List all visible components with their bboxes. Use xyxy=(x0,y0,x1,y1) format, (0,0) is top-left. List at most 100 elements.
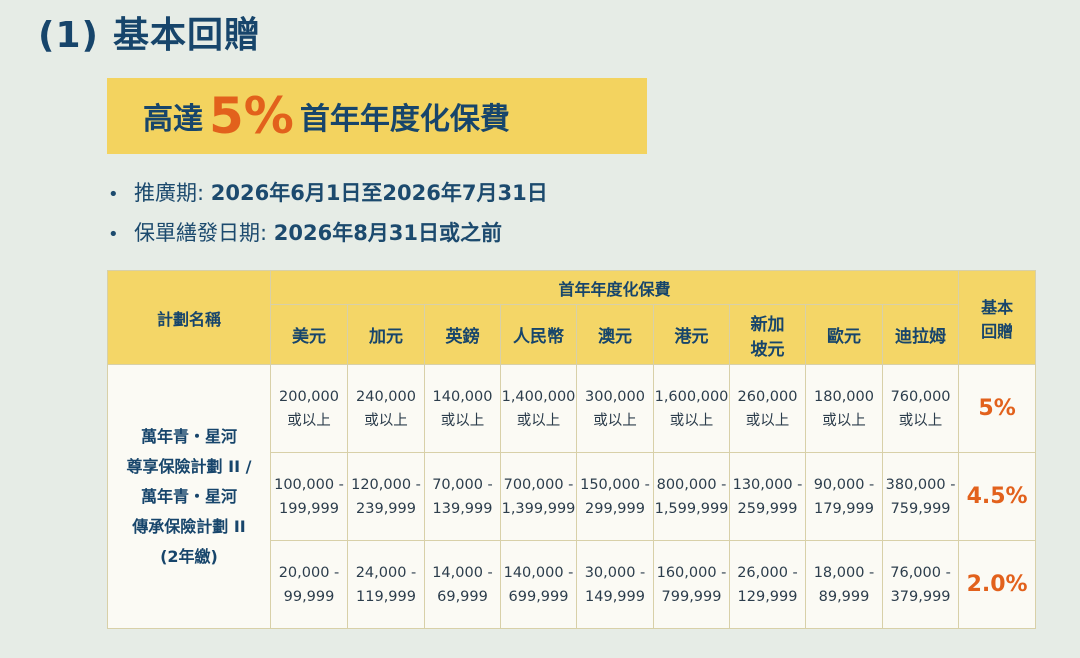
plan-name-line: 萬年青・星河 xyxy=(140,426,237,446)
premium-range-line: 160,000 - xyxy=(656,564,727,581)
reward-header-line: 基本 xyxy=(981,297,1014,317)
currency-label: 英鎊 xyxy=(445,327,480,347)
premium-range-line: 或以上 xyxy=(440,412,485,429)
premium-range-cell: 140,000 - 699,999 xyxy=(500,540,577,629)
premium-range-line: 760,000 xyxy=(890,388,951,405)
premium-range-cell: 180,000 或以上 xyxy=(805,364,883,453)
reward-rate-cell: 5% xyxy=(958,364,1037,453)
currency-label: 坡元 xyxy=(750,339,785,360)
currency-header: 人民幣 xyxy=(500,304,577,365)
premium-range-line: 700,000 - xyxy=(503,476,574,493)
premium-range-line: 240,000 xyxy=(356,388,416,405)
premium-range-line: 或以上 xyxy=(364,412,408,429)
premium-range-line: 或以上 xyxy=(822,412,866,429)
premium-range-line: 或以上 xyxy=(593,412,637,429)
premium-range-line: 259,999 xyxy=(737,500,798,517)
premium-range-cell: 380,000 - 759,999 xyxy=(881,452,960,541)
banner-suffix: 首年年度化保費 xyxy=(299,102,510,137)
premium-range-line: 69,999 xyxy=(437,588,488,605)
plan-name-cell: 萬年青・星河 尊享保險計劃 II / 萬年青・星河 傳承保險計劃 II (2年繳) xyxy=(107,364,271,629)
premium-range-line: 380,000 - xyxy=(885,476,956,493)
bullet-value: 2026年6月1日至2026年7月31日 xyxy=(210,181,548,205)
currency-label: 澳元 xyxy=(598,327,632,347)
banner-highlight: 5% xyxy=(209,87,294,145)
premium-range-cell: 20,000 - 99,999 xyxy=(270,540,348,629)
plan-name-line: 萬年青・星河 xyxy=(140,486,237,506)
reward-rate-cell: 2.0% xyxy=(958,540,1037,629)
premium-range-line: 129,999 xyxy=(737,588,798,605)
premium-range-line: 30,000 - xyxy=(584,564,646,581)
currency-header: 港元 xyxy=(653,304,730,365)
premium-range-cell: 70,000 - 139,999 xyxy=(424,452,501,541)
currency-header: 加元 xyxy=(347,304,425,365)
premium-range-line: 26,000 - xyxy=(737,564,798,581)
premium-range-line: 239,999 xyxy=(356,500,416,517)
premium-range-line: 260,000 xyxy=(737,388,798,405)
section-heading: (1) 基本回贈 xyxy=(38,6,261,58)
premium-range-line: 99,999 xyxy=(283,588,335,605)
currency-header: 迪拉姆 xyxy=(881,304,960,365)
premium-range-line: 76,000 - xyxy=(890,564,951,581)
premium-range-line: 89,999 xyxy=(818,588,870,605)
premium-range-line: 200,000 xyxy=(279,388,339,405)
reward-header-line: 回贈 xyxy=(981,321,1014,341)
premium-range-line: 或以上 xyxy=(516,412,561,429)
plan-name-line: 傳承保險計劃 II xyxy=(132,516,246,536)
premium-range-line: 799,999 xyxy=(661,588,722,605)
currency-header: 新加 坡元 xyxy=(729,304,806,365)
premium-range-line: 1,600,000 xyxy=(654,388,729,405)
reward-header: 基本 回贈 xyxy=(958,270,1037,365)
promo-bullets: • 推廣期: 2026年6月1日至2026年7月31日 • 保單繕發日期: 2026… xyxy=(108,178,548,258)
bullet-value: 2026年8月31日或之前 xyxy=(273,221,503,245)
premium-range-cell: 18,000 - 89,999 xyxy=(805,540,883,629)
premium-range-line: 699,999 xyxy=(508,588,569,605)
reward-rate-cell: 4.5% xyxy=(958,452,1037,541)
bullet-promo-period: • 推廣期: 2026年6月1日至2026年7月31日 xyxy=(108,178,548,218)
premium-range-line: 1,599,999 xyxy=(654,500,729,517)
premium-range-line: 或以上 xyxy=(898,412,943,429)
premium-range-cell: 300,000 或以上 xyxy=(576,364,654,453)
premium-range-line: 18,000 - xyxy=(813,564,875,581)
premium-range-line: 300,000 xyxy=(585,388,645,405)
table-row: 100,000 - 199,999 120,000 - 239,999 70,000 -… xyxy=(108,452,1037,541)
premium-range-line: 20,000 - xyxy=(278,564,340,581)
section-title: 基本回贈 xyxy=(112,15,261,56)
bullet-dot-icon: • xyxy=(108,224,119,245)
currency-header: 歐元 xyxy=(805,304,883,365)
premium-range-cell: 240,000 或以上 xyxy=(347,364,425,453)
currency-label: 新加 xyxy=(750,314,785,335)
rebate-table: 計劃名稱 首年年度化保費 基本 回贈 美元 加元 英鎊 人民幣 澳元 港元 新加 坡元 歐元 迪拉… xyxy=(107,270,1037,629)
currency-label: 迪拉姆 xyxy=(895,327,947,347)
premium-range-cell: 120,000 - 239,999 xyxy=(347,452,425,541)
premium-range-cell: 760,000 或以上 xyxy=(881,364,960,453)
premium-range-line: 1,400,000 xyxy=(501,388,576,405)
table-row: 萬年青・星河 尊享保險計劃 II / 萬年青・星河 傳承保險計劃 II (2年繳) 200… xyxy=(107,364,1037,629)
premium-range-line: 800,000 - xyxy=(656,476,727,493)
premium-range-cell: 1,400,000 或以上 xyxy=(500,364,577,453)
premium-range-cell: 130,000 - 259,999 xyxy=(729,452,806,541)
premium-range-line: 759,999 xyxy=(890,500,951,517)
premium-range-line: 140,000 - xyxy=(503,564,574,581)
banner-prefix: 高達 xyxy=(143,102,203,137)
premium-range-line: 24,000 - xyxy=(355,564,417,581)
premium-range-cell: 140,000 或以上 xyxy=(424,364,501,453)
premium-range-cell: 800,000 - 1,599,999 xyxy=(653,452,730,541)
premium-header: 首年年度化保費 xyxy=(269,270,960,305)
table-row: 20,000 - 99,999 24,000 - 119,999 14,000 - 69,… xyxy=(108,540,1037,629)
premium-range-line: 379,999 xyxy=(890,588,951,605)
premium-range-line: 299,999 xyxy=(585,500,645,517)
premium-range-cell: 90,000 - 179,999 xyxy=(805,452,883,541)
premium-range-line: 130,000 - xyxy=(732,476,803,493)
premium-range-line: 90,000 - xyxy=(813,476,875,493)
currency-header: 英鎊 xyxy=(424,304,501,365)
premium-range-cell: 24,000 - 119,999 xyxy=(347,540,425,629)
premium-range-line: 180,000 xyxy=(814,388,874,405)
bullet-label: 保單繕發日期: xyxy=(134,221,274,245)
plan-name-header: 計劃名稱 xyxy=(107,270,271,365)
bullet-issue-date: • 保單繕發日期: 2026年8月31日或之前 xyxy=(108,218,548,258)
premium-range-line: 1,399,999 xyxy=(501,500,576,517)
premium-range-cell: 160,000 - 799,999 xyxy=(653,540,730,629)
premium-range-cell: 30,000 - 149,999 xyxy=(576,540,654,629)
premium-range-line: 或以上 xyxy=(287,412,331,429)
premium-range-cell: 150,000 - 299,999 xyxy=(576,452,654,541)
